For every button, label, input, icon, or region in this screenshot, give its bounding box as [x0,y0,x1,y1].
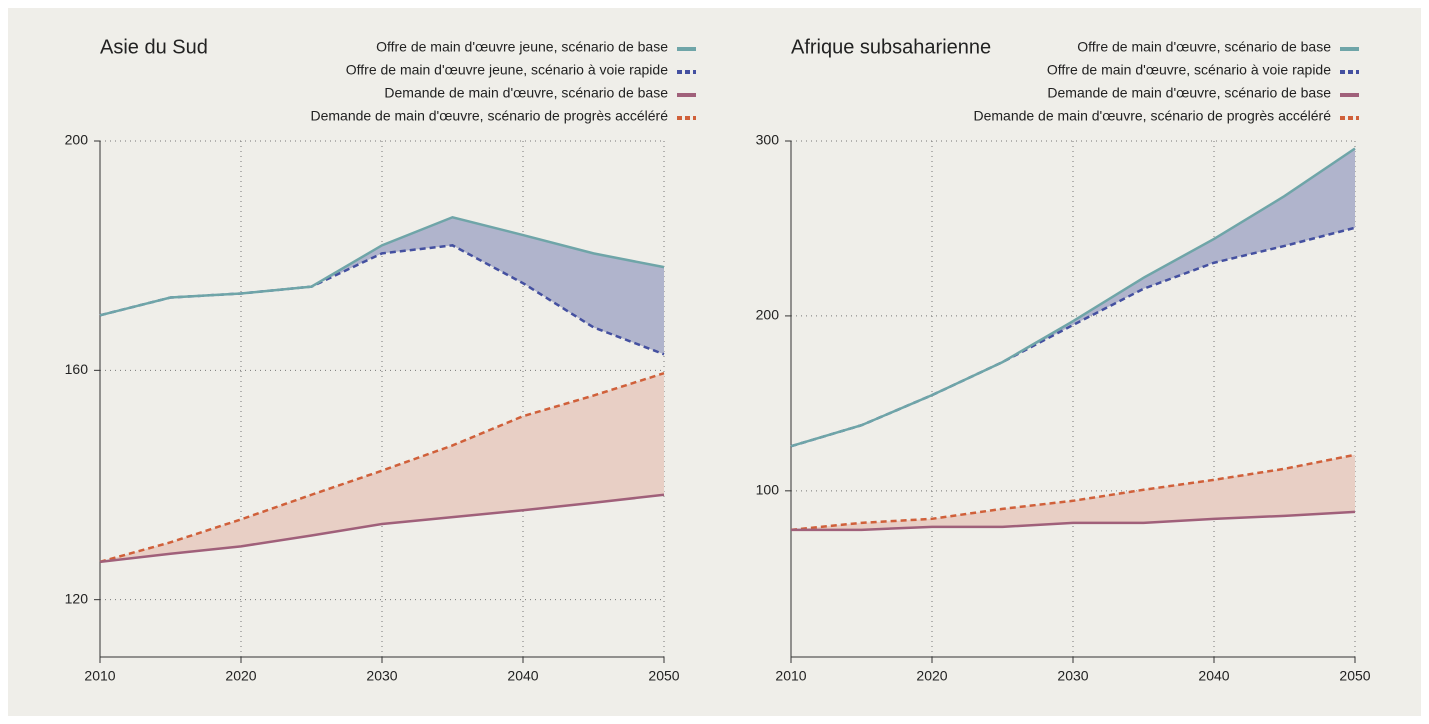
legend-label: Offre de main d'œuvre jeune, scénario de… [376,39,668,55]
series-line [99,493,665,564]
series-line [790,453,1356,532]
series-line [790,226,1356,448]
x-tick-label: 2010 [775,668,806,684]
chart-title: Asie du Sud [100,36,208,58]
x-tick-label: 2040 [1198,668,1229,684]
y-tick-label: 120 [65,590,89,606]
legend-label: Demande de main d'œuvre, scénario de pro… [310,108,668,124]
series-line [790,147,1356,448]
y-tick-label: 160 [65,361,89,377]
x-tick-label: 2050 [648,668,679,684]
x-tick-label: 2040 [507,668,538,684]
series-line [99,244,665,356]
series-line [99,215,665,317]
x-tick-label: 2050 [1339,668,1370,684]
x-tick-label: 2020 [225,668,256,684]
x-tick-label: 2020 [916,668,947,684]
legend-label: Demande de main d'œuvre, scénario de bas… [384,85,668,101]
background [8,8,1421,716]
y-tick-label: 300 [756,132,780,148]
legend-label: Offre de main d'œuvre, scénario de base [1077,39,1331,55]
chart: Afrique subsaharienne 100 200 300 2010 2020 20… [756,36,1371,683]
x-tick-label: 2030 [1057,668,1088,684]
gap-area [100,217,664,355]
x-tick-label: 2030 [366,668,397,684]
chart: Asie du Sud 120 160 200 2010 2020 2030 2040 2050… [65,36,696,684]
y-tick-label: 200 [65,132,89,148]
legend-label: Offre de main d'œuvre jeune, scénario à … [346,62,668,78]
x-tick-label: 2010 [84,668,115,684]
y-tick-label: 100 [756,482,780,498]
legend-label: Demande de main d'œuvre, scénario de bas… [1047,85,1331,101]
y-tick-label: 200 [756,307,780,323]
chart-title: Afrique subsaharienne [791,36,991,58]
gap-area [100,373,664,562]
gap-area [791,454,1355,530]
legend-label: Demande de main d'œuvre, scénario de pro… [973,108,1331,124]
series-line [791,510,1356,532]
legend-label: Offre de main d'œuvre, scénario à voie r… [1047,62,1331,78]
